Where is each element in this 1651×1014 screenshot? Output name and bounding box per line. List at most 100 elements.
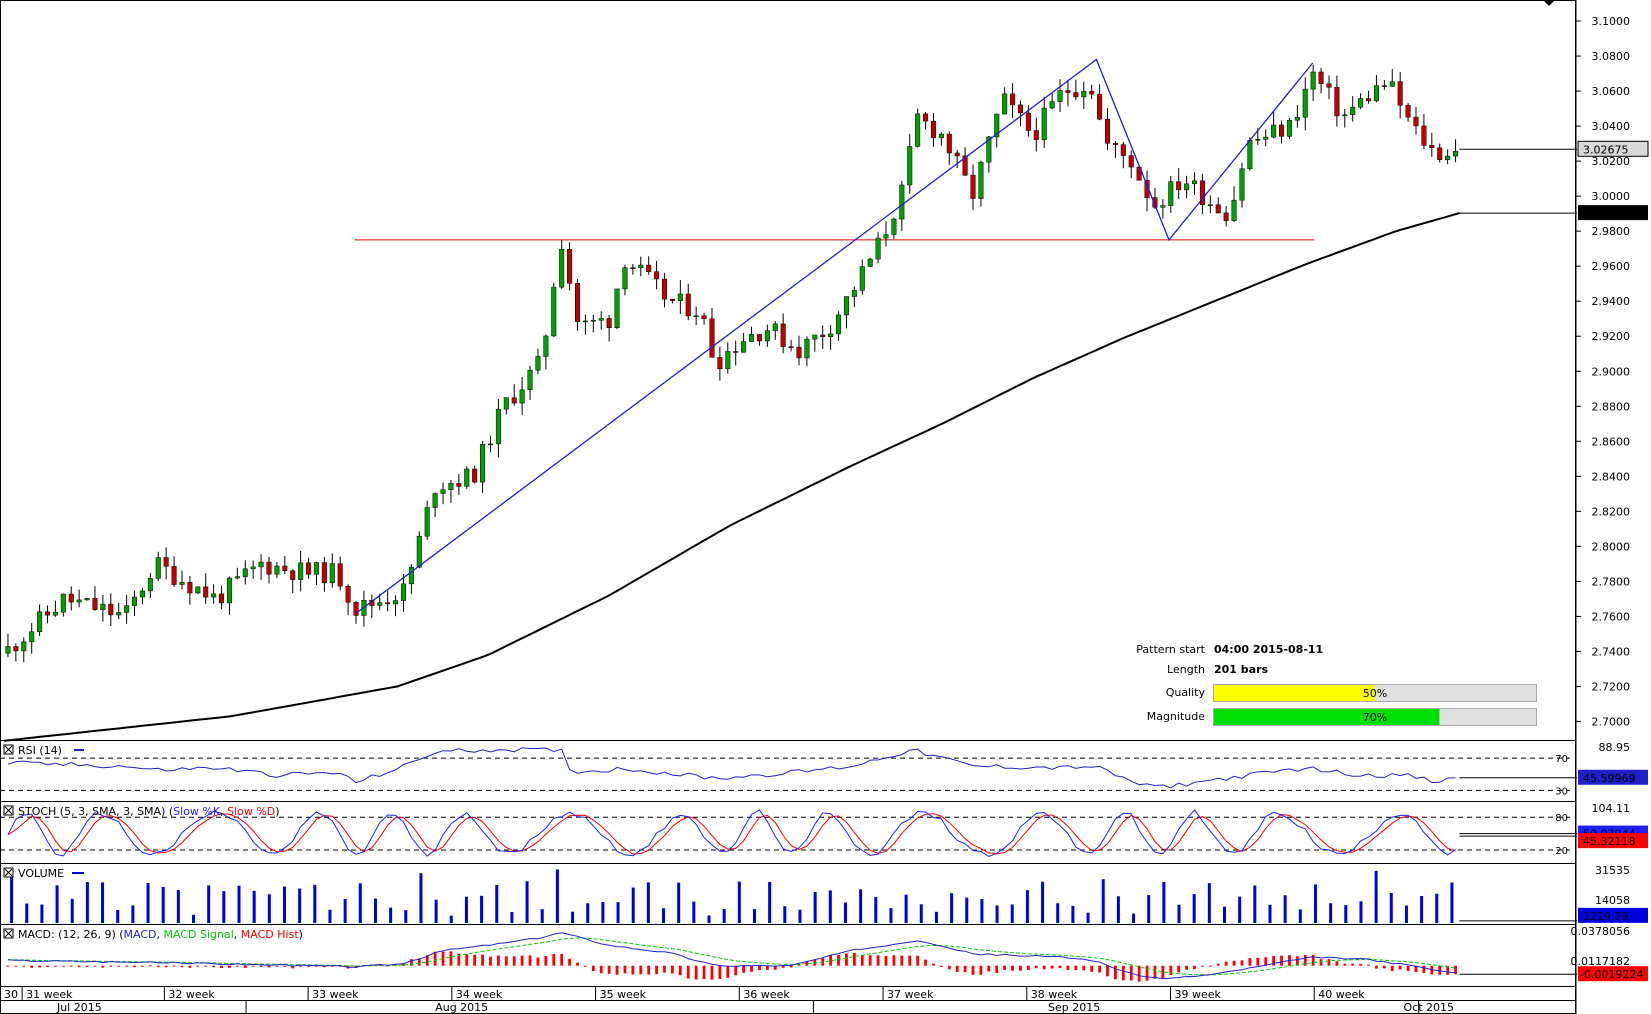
y-tick-label: 3.0600 [1592, 85, 1631, 98]
candle-body [258, 561, 264, 568]
y-tick-label: 2.9600 [1592, 260, 1631, 273]
macd-hist-bar [1003, 965, 1007, 970]
rsi-title: RSI (14) [3, 744, 84, 757]
macd-hist-bar [61, 965, 65, 967]
candle-body [60, 593, 66, 613]
volume-bar [116, 909, 120, 923]
macd-hist-bar [860, 954, 864, 966]
candle-body [124, 605, 130, 613]
volume-bar [1147, 895, 1151, 923]
macd-hist-bar [607, 965, 611, 974]
candle-body [1002, 93, 1008, 115]
macd-hist-bar [307, 965, 310, 967]
volume-bar [737, 881, 741, 923]
candle-body [92, 598, 98, 610]
candle-body [464, 468, 470, 487]
candle-body [100, 603, 106, 610]
magnitude-value: 70% [1363, 711, 1387, 724]
pattern-length-key: Length [1167, 663, 1205, 676]
volume-bar [1344, 905, 1348, 923]
macd-hist-bar [1390, 965, 1394, 972]
macd-hist-bar [584, 965, 587, 967]
candle-body [1373, 85, 1379, 102]
price-markers: 3.02675 2.99031 [1459, 140, 1649, 221]
candle-body [527, 369, 533, 391]
volume-bar [207, 885, 211, 923]
macd-hist-bar [330, 965, 334, 967]
macd-hist-bar [955, 965, 959, 973]
candle-body [614, 288, 620, 329]
rsi-current-label: 45.59969 [1583, 772, 1636, 785]
pattern-info-box: Pattern start 04:00 2015-08-11 Length 20… [1136, 643, 1537, 726]
candle-body [377, 602, 383, 606]
macd-signal-legend: MACD Signal [164, 928, 234, 941]
volume-bar [1162, 881, 1166, 923]
volume-bar [358, 883, 362, 923]
macd-hist-bar [1058, 965, 1062, 969]
volume-bar [571, 911, 575, 923]
candle-body [1334, 86, 1340, 117]
candle-body [242, 568, 248, 577]
macd-hist-bar [148, 965, 152, 967]
candle-body [1286, 120, 1292, 137]
candle-body [867, 258, 873, 267]
candle-body [1065, 90, 1071, 93]
candle-body [1310, 71, 1316, 90]
rsi-title-text: RSI (14) [18, 744, 62, 757]
volume-bar [843, 902, 847, 923]
volume-axis-label: 14058 [1595, 894, 1630, 907]
macd-hist-bar [449, 951, 453, 966]
macd-hist-bar [876, 955, 880, 966]
candle-body [29, 631, 35, 643]
candle-body [962, 155, 968, 176]
candle-body [163, 557, 169, 567]
candle-body [978, 161, 984, 199]
volume-bar [813, 891, 817, 923]
candle-body [582, 320, 588, 323]
rsi-current-box [1578, 769, 1648, 785]
candle-body [1017, 104, 1023, 114]
macd-hist-bar [1145, 965, 1149, 981]
candle-body [1302, 88, 1308, 118]
week-label: 33 week [312, 988, 359, 1001]
candle-body [298, 562, 304, 580]
y-tick-label: 2.7200 [1592, 680, 1631, 693]
volume-bar [25, 903, 29, 923]
candle-body [211, 593, 217, 598]
menu-arrow-icon[interactable] [1543, 0, 1555, 6]
volume-bar [1298, 909, 1302, 923]
macd-params: MACD: (12, 26, 9) [18, 928, 116, 941]
candle-body [1104, 118, 1111, 144]
volume-bar [1404, 905, 1408, 923]
macd-hist-bar [156, 965, 160, 968]
volume-bar [131, 905, 135, 923]
volume-bar [419, 873, 423, 923]
candle-body [511, 397, 517, 404]
candle-body [1231, 199, 1237, 221]
candle-body [923, 113, 929, 122]
candle-body [171, 566, 177, 585]
macd-hist-bar [180, 965, 184, 968]
stoch-title: STOCH (5, 3, SMA, 3, SMA) (Slow %K, Slow… [3, 805, 280, 818]
macd-hist-bar [781, 965, 785, 968]
candle-body [788, 346, 794, 348]
macd-hist-bar [647, 965, 651, 975]
macd-hist-bar [1066, 965, 1070, 970]
macd-hist-bar [1248, 958, 1252, 966]
volume-bar [1086, 912, 1090, 923]
macd-hist-bar [267, 965, 271, 968]
macd-hist-bar [275, 965, 279, 967]
y-tick-label: 2.9800 [1592, 225, 1631, 238]
macd-hist-bar [1359, 963, 1363, 966]
macd-hist-bar [552, 953, 556, 966]
macd-hist-bar [101, 965, 105, 968]
volume-bar [222, 891, 226, 923]
macd-hist-bar [797, 964, 801, 966]
candle-body [1263, 136, 1269, 140]
time-axis: 30 31 week 32 week 33 week 34 week 35 week 36 … [0, 987, 1576, 1014]
y-tick-label: 2.8000 [1592, 540, 1631, 553]
y-tick-label: 2.8400 [1592, 470, 1631, 483]
macd-hist-bar [433, 951, 437, 966]
candle-body [1223, 212, 1229, 221]
candle-body [970, 174, 976, 199]
